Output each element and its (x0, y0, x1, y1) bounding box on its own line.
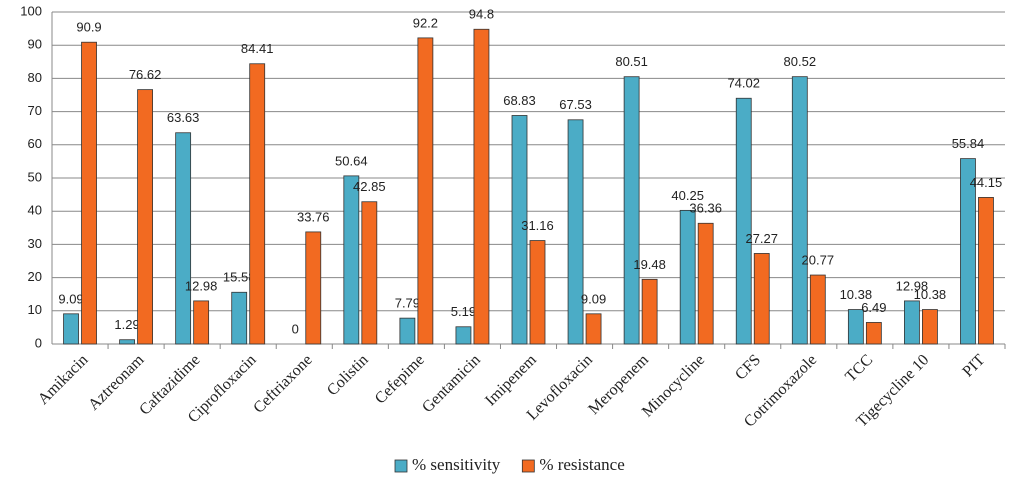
legend-swatch (394, 459, 408, 473)
value-label: 50.64 (335, 153, 368, 168)
x-tick-label: TCC (842, 351, 876, 385)
value-label: 10.38 (840, 287, 873, 302)
value-label: 92.2 (413, 15, 438, 30)
value-label: 94.8 (469, 7, 494, 22)
bar (809, 274, 826, 345)
x-tick-label: Cefepime (372, 351, 428, 407)
y-tick-label: 0 (35, 335, 42, 350)
x-tick-label: PIT (959, 351, 988, 380)
x-tick-label: CFS (732, 351, 764, 383)
value-label: 40.25 (671, 188, 704, 203)
value-label: 84.41 (241, 41, 274, 56)
bar (455, 326, 472, 345)
value-label: 63.63 (167, 110, 200, 125)
bar (231, 291, 248, 345)
y-tick-label: 90 (28, 37, 42, 52)
value-label: 20.77 (802, 252, 835, 267)
bar (960, 158, 976, 345)
bar (847, 309, 864, 345)
bar (343, 175, 360, 345)
value-label: 36.36 (689, 201, 722, 216)
bar (305, 231, 322, 345)
value-label: 12.98 (185, 278, 218, 293)
value-label: 90.9 (76, 20, 101, 35)
value-label: 74.02 (727, 76, 760, 91)
y-tick-label: 50 (28, 169, 42, 184)
value-label: 5.19 (451, 304, 476, 319)
value-label: 44.15 (970, 175, 1003, 190)
x-tick-label: Amikacin (35, 351, 92, 408)
bar (679, 209, 696, 345)
y-tick-label: 10 (28, 302, 42, 317)
value-label: 10.38 (914, 287, 947, 302)
value-label: 31.16 (521, 218, 554, 233)
value-label: 15.58 (223, 270, 256, 285)
x-tick-label: Gentamicin (419, 351, 484, 416)
bar (922, 309, 938, 345)
bar (791, 76, 808, 345)
value-label: 12.98 (896, 278, 929, 293)
bar (904, 300, 920, 345)
y-tick-label: 60 (28, 136, 42, 151)
bar (249, 63, 266, 345)
value-label: 9.09 (58, 291, 83, 306)
bar (753, 253, 770, 345)
value-label: 19.48 (633, 257, 666, 272)
y-tick-label: 100 (20, 3, 42, 18)
x-tick-label: Colistin (324, 351, 372, 399)
bar (361, 201, 378, 345)
x-tick-label: Imipenem (482, 351, 540, 409)
y-tick-label: 20 (28, 269, 42, 284)
legend-swatch (521, 459, 535, 473)
value-label: 42.85 (353, 179, 386, 194)
bar (399, 317, 416, 345)
bar (417, 37, 434, 345)
bar (697, 222, 714, 345)
bar (81, 41, 97, 345)
legend-label: % sensitivity (412, 455, 501, 474)
value-label: 80.51 (615, 54, 648, 69)
bar (175, 132, 192, 345)
y-tick-label: 80 (28, 70, 42, 85)
bar (193, 300, 210, 345)
value-label: 1.29 (114, 317, 139, 332)
y-tick-label: 70 (28, 103, 42, 118)
bar (511, 115, 528, 345)
value-label: 67.53 (559, 97, 592, 112)
y-tick-label: 40 (28, 203, 42, 218)
bar (585, 313, 602, 345)
bar (119, 339, 135, 345)
value-label: 55.84 (952, 136, 985, 151)
value-label: 0 (292, 321, 299, 336)
legend-label: % resistance (539, 455, 624, 474)
value-label: 80.52 (784, 54, 817, 69)
value-label: 68.83 (503, 93, 536, 108)
x-tick-label: Ceftriaxone (250, 351, 315, 416)
bar (623, 76, 640, 345)
value-label: 33.76 (297, 209, 330, 224)
bar (63, 313, 79, 345)
bar (473, 28, 490, 345)
bar (529, 240, 546, 345)
bar (137, 89, 153, 345)
bar (641, 278, 658, 345)
bar (865, 322, 882, 345)
value-label: 7.79 (395, 296, 420, 311)
y-tick-label: 30 (28, 236, 42, 251)
bar (978, 197, 994, 345)
bar (567, 119, 584, 345)
value-label: 27.27 (745, 231, 778, 246)
bar (735, 97, 752, 345)
value-label: 6.49 (861, 300, 886, 315)
value-label: 9.09 (581, 291, 606, 306)
value-label: 76.62 (129, 67, 162, 82)
